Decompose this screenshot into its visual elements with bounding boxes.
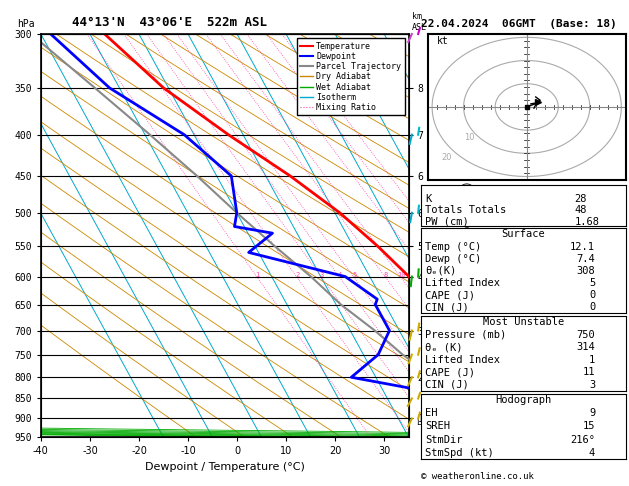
Text: 0: 0 [589,290,595,300]
Text: 48: 48 [575,205,587,215]
Text: Totals Totals: Totals Totals [425,205,506,215]
Text: PW (cm): PW (cm) [425,217,469,227]
Text: 8: 8 [384,272,388,278]
Text: Temp (°C): Temp (°C) [425,242,482,252]
Text: 308: 308 [576,266,595,276]
Text: 11: 11 [582,367,595,378]
Text: © weatheronline.co.uk: © weatheronline.co.uk [421,472,534,481]
Text: Lifted Index: Lifted Index [425,278,501,288]
Text: CIN (J): CIN (J) [425,302,469,312]
Text: θₑ(K): θₑ(K) [425,266,457,276]
Text: 4: 4 [589,448,595,458]
X-axis label: Dewpoint / Temperature (°C): Dewpoint / Temperature (°C) [145,462,304,472]
Text: Most Unstable: Most Unstable [483,317,564,327]
Text: 314: 314 [576,342,595,352]
Text: StmDir: StmDir [425,434,463,445]
Text: 9: 9 [589,408,595,418]
Y-axis label: Mixing Ratio (g/kg): Mixing Ratio (g/kg) [462,180,472,292]
Text: Surface: Surface [502,229,545,240]
Text: 7.4: 7.4 [576,254,595,264]
Text: 15: 15 [582,421,595,432]
Text: StmSpd (kt): StmSpd (kt) [425,448,494,458]
Text: Dewp (°C): Dewp (°C) [425,254,482,264]
Text: 44°13'N  43°06'E  522m ASL: 44°13'N 43°06'E 522m ASL [72,16,267,29]
Text: SREH: SREH [425,421,450,432]
Text: 216°: 216° [570,434,595,445]
Text: km
ASL: km ASL [412,12,427,32]
Text: hPa: hPa [17,19,35,29]
Text: K: K [425,194,431,204]
Text: 1.68: 1.68 [575,217,599,227]
Text: LCL: LCL [416,418,431,427]
Text: kt: kt [437,36,448,46]
Text: Lifted Index: Lifted Index [425,355,501,365]
Text: 4: 4 [338,272,342,278]
Text: 5: 5 [352,272,357,278]
Text: 10: 10 [397,272,406,278]
Text: 750: 750 [576,330,595,340]
Text: 1: 1 [589,355,595,365]
Text: 2: 2 [295,272,299,278]
Text: Pressure (mb): Pressure (mb) [425,330,506,340]
Legend: Temperature, Dewpoint, Parcel Trajectory, Dry Adiabat, Wet Adiabat, Isotherm, Mi: Temperature, Dewpoint, Parcel Trajectory… [297,38,404,115]
Text: 20: 20 [441,153,452,162]
Text: 3: 3 [589,380,595,390]
Text: θₑ (K): θₑ (K) [425,342,463,352]
Text: 22.04.2024  06GMT  (Base: 18): 22.04.2024 06GMT (Base: 18) [421,19,617,29]
Text: EH: EH [425,408,438,418]
Text: CAPE (J): CAPE (J) [425,367,476,378]
Text: 3: 3 [320,272,324,278]
Text: CIN (J): CIN (J) [425,380,469,390]
Text: Hodograph: Hodograph [496,395,552,405]
Text: 10: 10 [464,133,474,142]
Text: 28: 28 [575,194,587,204]
Text: 5: 5 [589,278,595,288]
Text: CAPE (J): CAPE (J) [425,290,476,300]
Text: 12.1: 12.1 [570,242,595,252]
Text: 0: 0 [589,302,595,312]
Text: 1: 1 [255,272,260,278]
